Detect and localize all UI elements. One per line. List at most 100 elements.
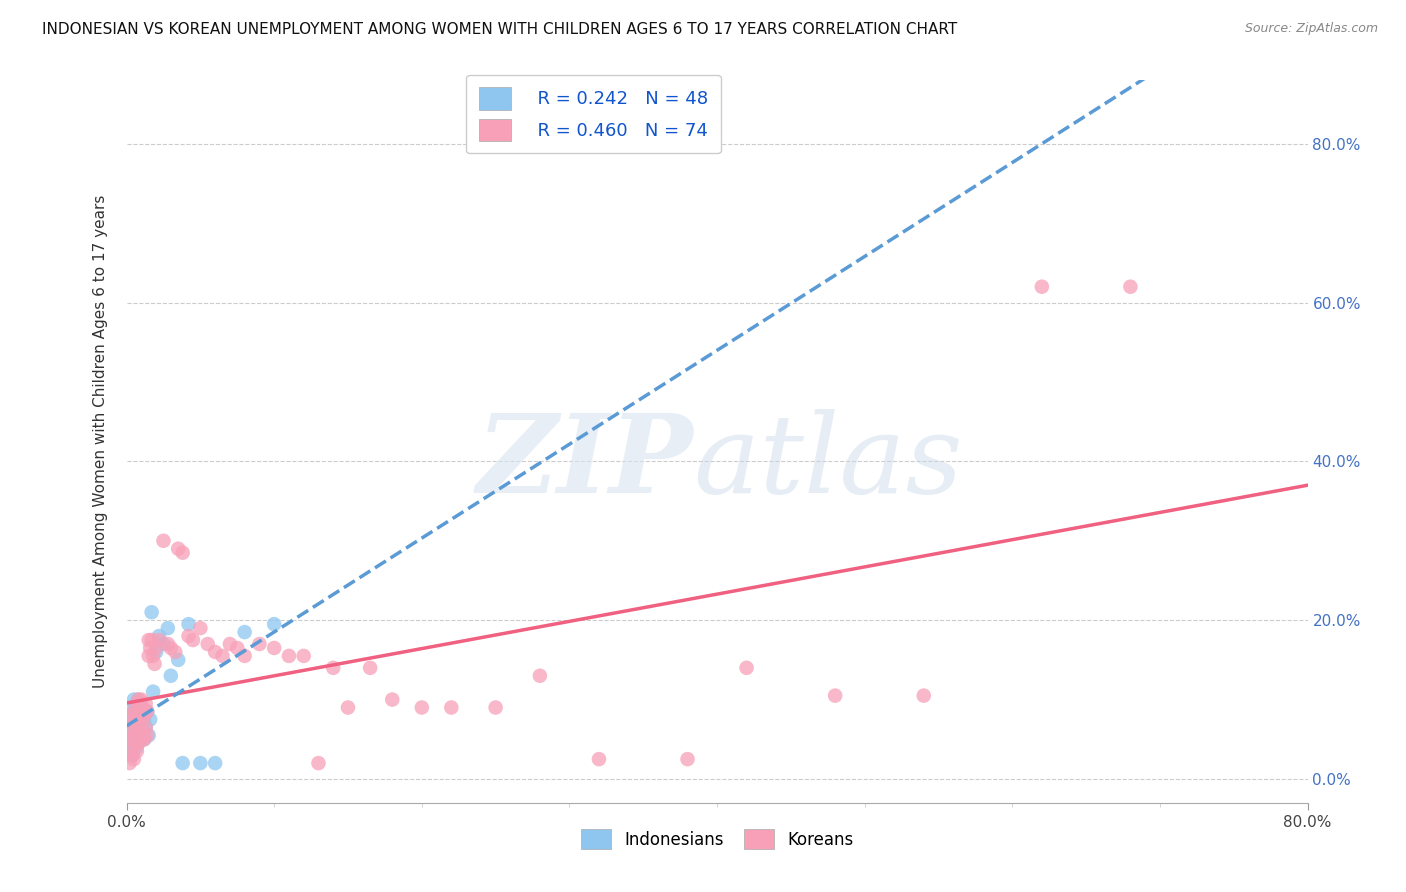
Text: atlas: atlas <box>693 409 963 517</box>
Point <box>188 756 212 770</box>
Point <box>121 716 143 731</box>
Point <box>124 716 146 731</box>
Point <box>588 752 610 766</box>
Point <box>337 700 360 714</box>
Point <box>124 736 146 750</box>
Point <box>120 724 142 739</box>
Point <box>134 732 156 747</box>
Point <box>322 661 344 675</box>
Point <box>136 705 159 719</box>
Point <box>132 724 155 739</box>
Point <box>129 700 153 714</box>
Point <box>145 645 167 659</box>
Point <box>127 716 149 731</box>
Point <box>204 756 226 770</box>
Point <box>440 700 463 714</box>
Point <box>167 541 190 556</box>
Point <box>134 713 156 727</box>
Point <box>121 748 143 763</box>
Point <box>484 700 508 714</box>
Point <box>263 640 285 655</box>
Point <box>278 648 301 663</box>
Point <box>124 713 146 727</box>
Point <box>136 728 159 742</box>
Point <box>167 653 190 667</box>
Point <box>148 633 170 648</box>
Point <box>152 637 174 651</box>
Point <box>912 689 935 703</box>
Point <box>177 617 200 632</box>
Point <box>125 744 148 758</box>
Point <box>125 697 148 711</box>
Point <box>308 756 330 770</box>
Point <box>122 728 145 742</box>
Legend: Indonesians, Koreans: Indonesians, Koreans <box>571 819 863 860</box>
Point <box>125 740 148 755</box>
Text: Source: ZipAtlas.com: Source: ZipAtlas.com <box>1244 22 1378 36</box>
Point <box>125 720 148 734</box>
Point <box>128 724 150 739</box>
Point <box>127 732 149 747</box>
Point <box>1119 279 1142 293</box>
Text: ZIP: ZIP <box>477 409 693 517</box>
Point <box>181 633 204 648</box>
Point <box>233 625 256 640</box>
Point <box>120 708 142 723</box>
Point <box>676 752 699 766</box>
Point <box>129 716 153 731</box>
Point <box>134 732 156 747</box>
Point <box>204 645 226 659</box>
Point <box>122 692 145 706</box>
Point <box>152 533 174 548</box>
Point <box>120 740 142 755</box>
Point <box>249 637 271 651</box>
Point <box>143 657 166 671</box>
Point <box>122 724 145 739</box>
Point <box>172 756 194 770</box>
Point <box>125 724 148 739</box>
Point <box>160 669 183 683</box>
Point <box>165 645 187 659</box>
Point <box>125 708 148 723</box>
Point <box>132 724 155 739</box>
Point <box>118 700 141 714</box>
Point <box>197 637 219 651</box>
Point <box>127 736 149 750</box>
Point <box>156 621 179 635</box>
Y-axis label: Unemployment Among Women with Children Ages 6 to 17 years: Unemployment Among Women with Children A… <box>93 194 108 689</box>
Text: INDONESIAN VS KOREAN UNEMPLOYMENT AMONG WOMEN WITH CHILDREN AGES 6 TO 17 YEARS C: INDONESIAN VS KOREAN UNEMPLOYMENT AMONG … <box>42 22 957 37</box>
Point <box>118 708 141 723</box>
Point <box>139 640 162 655</box>
Point <box>188 621 212 635</box>
Point <box>824 689 846 703</box>
Point <box>138 728 160 742</box>
Point <box>122 752 145 766</box>
Point <box>128 705 150 719</box>
Point <box>141 605 163 619</box>
Point <box>226 640 249 655</box>
Point <box>263 617 285 632</box>
Point <box>128 728 150 742</box>
Point <box>529 669 551 683</box>
Point <box>411 700 433 714</box>
Point <box>122 705 145 719</box>
Point <box>127 692 149 706</box>
Point <box>124 732 146 747</box>
Point <box>129 732 153 747</box>
Point <box>1031 279 1053 293</box>
Point <box>142 648 165 663</box>
Point <box>117 732 139 747</box>
Point <box>219 637 242 651</box>
Point <box>118 756 141 770</box>
Point <box>156 637 179 651</box>
Point <box>129 732 153 747</box>
Point <box>381 692 404 706</box>
Point <box>359 661 381 675</box>
Point <box>160 640 183 655</box>
Point <box>135 720 157 734</box>
Point <box>132 708 155 723</box>
Point <box>121 732 143 747</box>
Point <box>127 713 149 727</box>
Point <box>138 648 160 663</box>
Point <box>135 697 157 711</box>
